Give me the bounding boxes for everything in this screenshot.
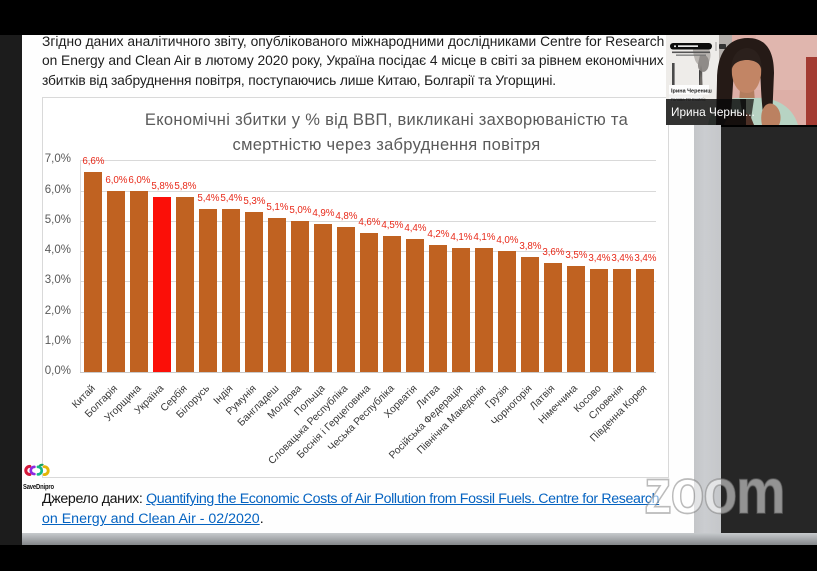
svg-text:Ірина Черениш: Ірина Черениш (671, 89, 712, 95)
